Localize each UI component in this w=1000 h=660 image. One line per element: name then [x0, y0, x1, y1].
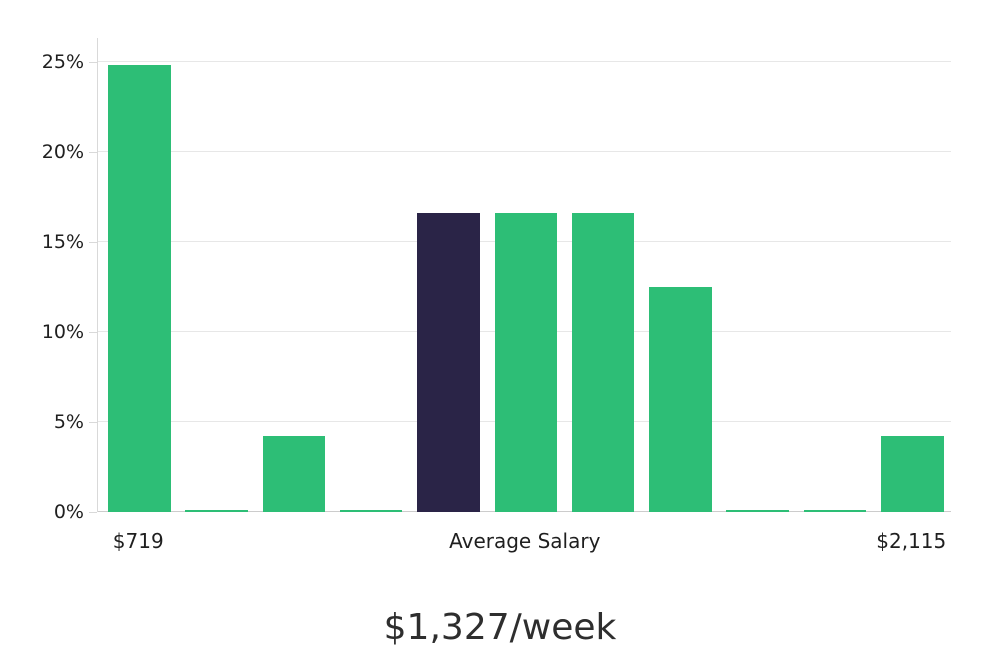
- bar-7: [649, 287, 712, 512]
- plot-area: [97, 38, 951, 512]
- gridline-25: [98, 61, 951, 62]
- y-tick-mark-5: [89, 422, 97, 423]
- bar-10: [881, 436, 944, 512]
- y-tick-label-15: 15%: [41, 231, 84, 253]
- bar-8: [726, 510, 789, 512]
- bar-0: [108, 65, 171, 512]
- x-tick-label-5: Average Salary: [449, 529, 601, 553]
- y-tick-mark-25: [89, 62, 97, 63]
- bar-5: [494, 213, 557, 512]
- gridline-20: [98, 151, 951, 152]
- bar-1: [185, 510, 248, 512]
- y-tick-mark-20: [89, 152, 97, 153]
- y-tick-mark-15: [89, 242, 97, 243]
- bar-2: [262, 436, 326, 512]
- bar-6: [571, 213, 635, 512]
- y-tick-label-5: 5%: [53, 411, 84, 433]
- y-tick-label-25: 25%: [41, 51, 84, 73]
- bar-average-salary-highlight: [417, 213, 480, 512]
- y-tick-label-10: 10%: [41, 321, 84, 343]
- y-tick-mark-0: [89, 512, 97, 513]
- bar-9: [803, 510, 867, 512]
- bar-3: [339, 510, 403, 512]
- average-salary-caption: $1,327/week: [383, 607, 617, 648]
- y-tick-label-20: 20%: [41, 141, 84, 163]
- y-tick-label-0: 0%: [53, 501, 84, 523]
- y-tick-mark-10: [89, 332, 97, 333]
- x-tick-label-10: $2,115: [876, 529, 947, 553]
- x-tick-label-0: $719: [112, 529, 164, 553]
